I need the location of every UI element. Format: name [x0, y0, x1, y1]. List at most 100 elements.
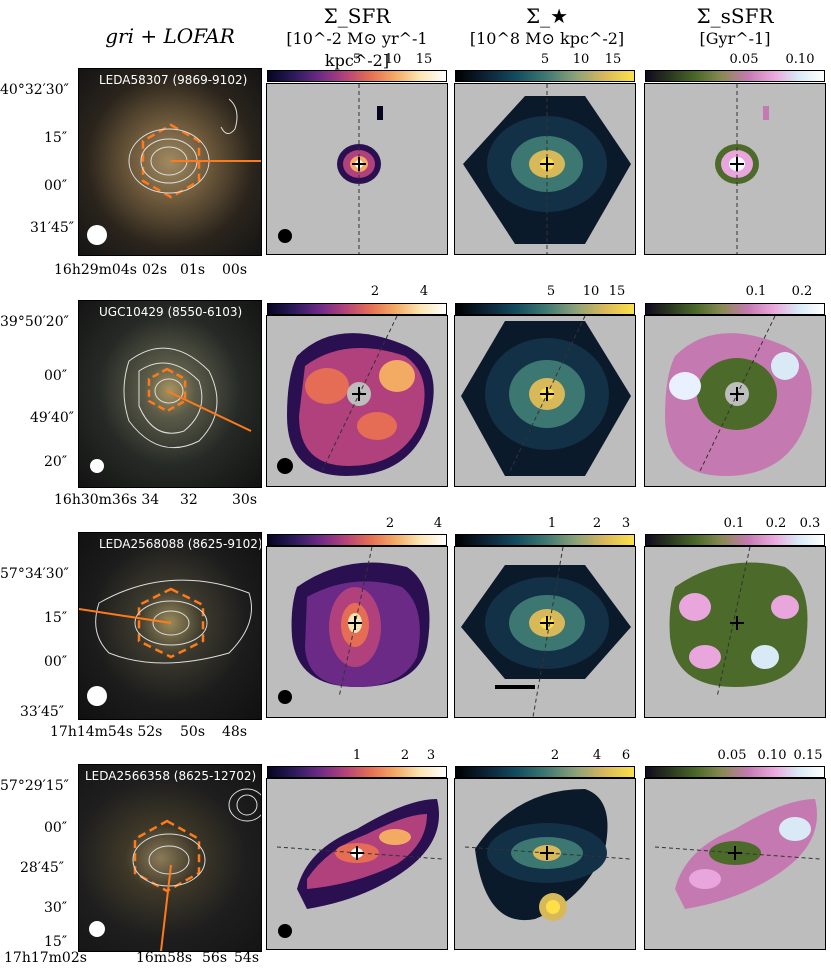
map-sfr-row3 — [266, 546, 448, 718]
map-ssfr-row4 — [644, 778, 826, 950]
dec-label: 00″ — [44, 368, 68, 384]
colorbar-mass — [455, 534, 635, 546]
ra-label: 48s — [222, 724, 247, 740]
colorbar-sfr — [267, 70, 447, 82]
colorbar-mass — [455, 303, 635, 315]
colorbar-sfr — [267, 303, 447, 315]
ra-label: 30s — [232, 492, 257, 508]
header-sigma-mass: Σ_★ [10^8 M⊙ kpc^-2] — [469, 4, 625, 48]
colorbar-tick: 15 — [608, 284, 626, 299]
colorbar-tick: 10 — [572, 52, 590, 67]
dec-label: 30″ — [44, 900, 68, 916]
map-ssfr-row1 — [644, 83, 826, 255]
colorbar-tick: 0.10 — [757, 748, 787, 763]
colorbar-tick: 0.3 — [799, 516, 821, 531]
dec-label: 33′45″ — [20, 704, 65, 720]
ra-label: 00s — [222, 262, 247, 278]
colorbar-ssfr — [645, 303, 825, 315]
map-ssfr-row3 — [644, 546, 826, 718]
galaxy-name: LEDA58307 (9869-9102) — [99, 73, 248, 87]
colorbar-tick: 4 — [433, 516, 443, 531]
overlay-contours — [79, 579, 252, 706]
colorbar-tick: 5 — [540, 52, 550, 67]
colorbar-tick: 4 — [592, 748, 602, 763]
galaxy-name: LEDA2568088 (8625-9102) — [99, 537, 262, 551]
overlay-contours — [87, 98, 261, 245]
header-sigma-sfr: Σ_SFR [10^-2 M⊙ yr^-1 kpc^-2] — [286, 4, 428, 70]
ra-label: 32 — [180, 492, 198, 508]
colorbar-tick: 2 — [592, 516, 602, 531]
header-sigma-ssfr: Σ_sSFR [Gyr^-1] — [696, 4, 774, 48]
colorbar-tick: 0.1 — [745, 284, 767, 299]
colorbar-tick: 3 — [621, 516, 631, 531]
dec-label: 15″ — [44, 610, 68, 626]
ra-label: 16h30m36s 34 — [54, 492, 160, 508]
header-gri-lofar: gri + LOFAR — [105, 24, 235, 48]
colorbar-tick: 0.2 — [791, 284, 813, 299]
dec-label: 00″ — [44, 654, 68, 670]
ra-label: 01s — [180, 262, 205, 278]
map-ssfr-row2 — [644, 315, 826, 487]
galaxy-name: LEDA2566358 (8625-12702) — [85, 769, 257, 783]
optical-radio-image-row3: LEDA2568088 (8625-9102) — [78, 532, 262, 720]
colorbar-tick: 0.1 — [723, 516, 745, 531]
dec-label: 00″ — [44, 178, 68, 194]
colorbar-tick: 0.2 — [765, 516, 787, 531]
dec-label: 15″ — [44, 130, 68, 146]
map-sfr-row1 — [266, 83, 448, 255]
dec-label: 39°50′20″ — [0, 314, 69, 330]
galaxy-name: UGC10429 (8550-6103) — [99, 305, 243, 319]
colorbar-tick: 2 — [550, 748, 560, 763]
colorbar-ssfr — [645, 534, 825, 546]
map-mass-row1 — [454, 83, 636, 255]
optical-radio-image-row1: LEDA58307 (9869-9102) — [78, 68, 262, 256]
ra-label: 16h29m04s — [54, 262, 137, 278]
dec-label: 20″ — [44, 454, 68, 470]
colorbar-tick: 10 — [384, 52, 402, 67]
colorbar-mass — [455, 766, 635, 778]
overlay-contours — [90, 347, 252, 473]
colorbar-tick: 4 — [419, 284, 429, 299]
dec-label: 28′45″ — [20, 860, 65, 876]
colorbar-mass — [455, 70, 635, 82]
colorbar-tick: 1 — [547, 516, 557, 531]
dec-label: 00″ — [44, 820, 68, 836]
ra-label: 56s — [202, 950, 227, 966]
colorbar-tick: 15 — [415, 52, 433, 67]
map-mass-row4 — [454, 778, 636, 950]
optical-radio-image-row2: UGC10429 (8550-6103) — [78, 300, 262, 488]
map-mass-row2 — [454, 315, 636, 487]
colorbar-tick: 5 — [352, 52, 362, 67]
colorbar-tick: 0.10 — [785, 52, 815, 67]
colorbar-ssfr — [645, 766, 825, 778]
colorbar-sfr — [267, 534, 447, 546]
dec-label: 15″ — [44, 934, 68, 950]
map-mass-row3 — [454, 546, 636, 718]
dec-label: 57°34′30″ — [0, 566, 69, 582]
colorbar-tick: 0.05 — [717, 748, 747, 763]
colorbar-sfr — [267, 766, 447, 778]
colorbar-tick: 6 — [621, 748, 631, 763]
colorbar-tick: 5 — [546, 284, 556, 299]
ra-label: 02s — [142, 262, 167, 278]
dec-label: 57°29′15″ — [0, 778, 69, 794]
colorbar-tick: 15 — [604, 52, 622, 67]
ra-label: 17h14m54s 52s — [50, 724, 163, 740]
map-sfr-row2 — [266, 315, 448, 487]
dec-label: 31′45″ — [30, 220, 75, 236]
overlay-contours — [89, 788, 261, 951]
colorbar-tick: 2 — [370, 284, 380, 299]
map-sfr-row4 — [266, 778, 448, 950]
ra-label: 17h17m02s — [4, 950, 87, 966]
ra-label: 16m58s — [136, 950, 193, 966]
colorbar-tick: 3 — [426, 748, 436, 763]
optical-radio-image-row4: LEDA2566358 (8625-12702) — [78, 764, 262, 952]
colorbar-tick: 1 — [352, 748, 362, 763]
colorbar-tick: 0.15 — [793, 748, 823, 763]
colorbar-ssfr — [645, 70, 825, 82]
dec-label: 40°32′30″ — [0, 82, 69, 98]
colorbar-tick: 0.05 — [729, 52, 759, 67]
colorbar-tick: 10 — [582, 284, 600, 299]
ra-label: 54s — [234, 950, 259, 966]
ra-label: 50s — [180, 724, 205, 740]
